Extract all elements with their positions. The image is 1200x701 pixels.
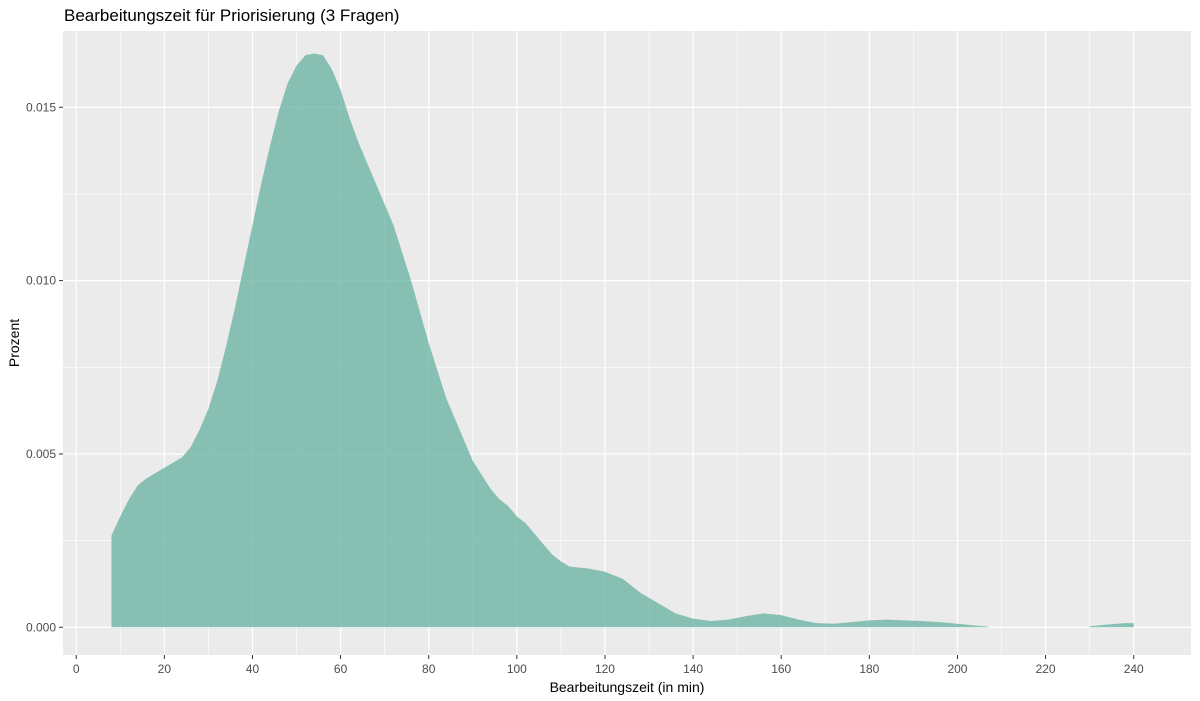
x-tick-label: 240 xyxy=(1124,662,1144,676)
axes: 0 20 40 60 80 100 120 140 160 180 200 220 240 0.000 0.… xyxy=(26,100,1144,676)
x-tick-label: 20 xyxy=(158,662,172,676)
chart-title: Bearbeitungszeit für Priorisierung (3 Fr… xyxy=(64,6,400,25)
x-tick-label: 120 xyxy=(595,662,615,676)
y-tick-label: 0.000 xyxy=(26,620,56,634)
y-axis-title: Prozent xyxy=(6,319,22,367)
density-area xyxy=(1089,623,1134,628)
x-tick-label: 200 xyxy=(947,662,967,676)
x-tick-label: 220 xyxy=(1036,662,1056,676)
x-tick-label: 80 xyxy=(422,662,436,676)
y-tick-label: 0.010 xyxy=(26,274,56,288)
y-tick-label: 0.005 xyxy=(26,447,56,461)
x-axis-title: Bearbeitungszeit (in min) xyxy=(550,679,705,695)
density-series xyxy=(111,53,1134,628)
x-tick-label: 40 xyxy=(246,662,260,676)
y-tick-label: 0.015 xyxy=(26,100,56,114)
x-tick-label: 180 xyxy=(859,662,879,676)
x-tick-label: 100 xyxy=(507,662,527,676)
density-area xyxy=(111,53,989,628)
x-tick-label: 140 xyxy=(683,662,703,676)
x-tick-label: 160 xyxy=(771,662,791,676)
x-tick-label: 0 xyxy=(73,662,80,676)
x-tick-label: 60 xyxy=(334,662,348,676)
